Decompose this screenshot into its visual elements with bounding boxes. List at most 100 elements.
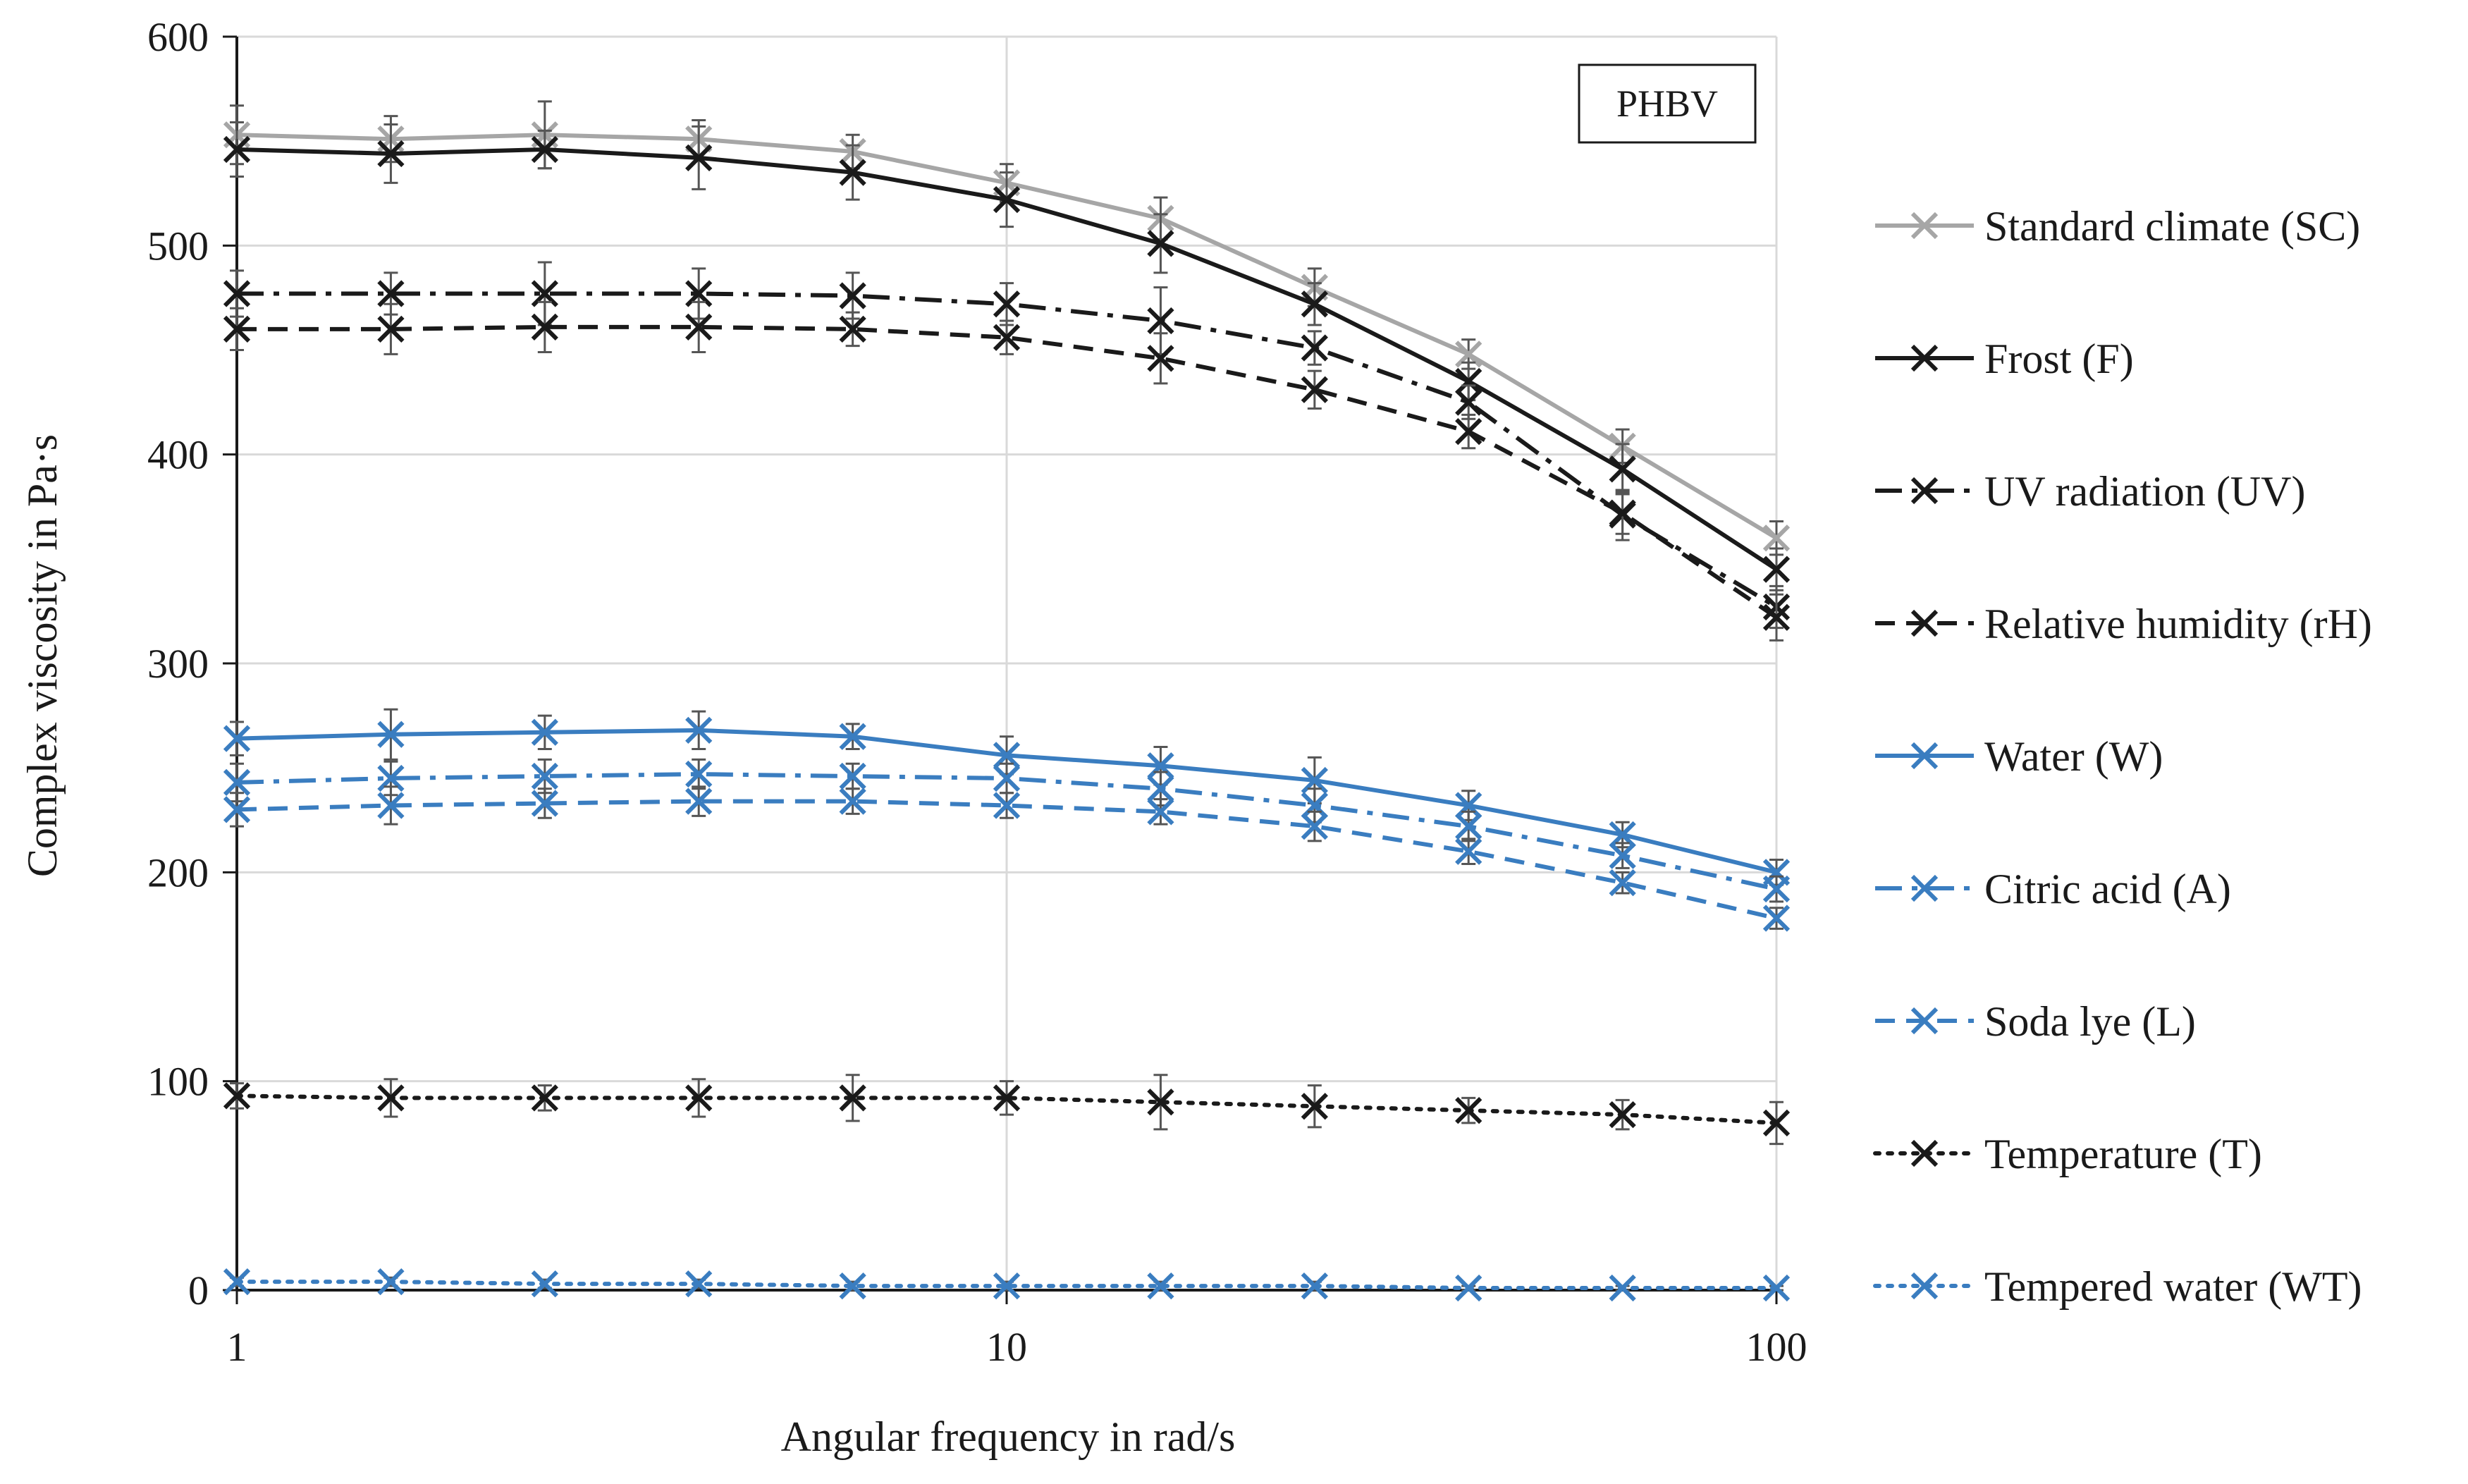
data-point (223, 796, 251, 823)
data-point (839, 787, 866, 815)
chart-annotation-box (1578, 63, 1757, 144)
legend-item: UV radiation (UV) (1875, 468, 2305, 515)
data-point (1455, 838, 1482, 865)
data-point (1147, 752, 1174, 780)
data-point (377, 315, 405, 343)
legend-swatch-marker (1910, 344, 1939, 372)
label-layer: Angular frequency in rad/s Complex visco… (19, 63, 1757, 1460)
data-point (1762, 1274, 1791, 1302)
data-point (1147, 1272, 1174, 1300)
data-point (223, 1268, 251, 1296)
data-point (1301, 376, 1328, 403)
series-line (237, 324, 1778, 620)
series-layer (223, 100, 1791, 1302)
legend-label: Temperature (T) (1984, 1131, 2262, 1177)
legend-label: Standard climate (SC) (1984, 203, 2360, 250)
data-point (993, 764, 1021, 792)
data-point (1455, 1097, 1482, 1124)
legend-label: Water (W) (1984, 733, 2163, 780)
series-8 (223, 1074, 1791, 1146)
data-point (1609, 821, 1636, 849)
series-9 (223, 1268, 1791, 1302)
legend-swatch-marker (1910, 742, 1939, 770)
legend-label: Relative humidity (rH) (1984, 601, 2372, 647)
data-point (1762, 1109, 1791, 1137)
data-point (531, 280, 558, 307)
data-point (377, 280, 405, 307)
data-point (1301, 1272, 1328, 1300)
data-point (1609, 842, 1636, 869)
data-point (839, 1084, 866, 1112)
data-point (531, 790, 558, 817)
x-axis-label: Angular frequency in rad/s (781, 1414, 1236, 1460)
data-point (1609, 455, 1636, 483)
data-point (377, 1268, 405, 1296)
legend-item: Standard climate (SC) (1875, 203, 2360, 250)
data-point (223, 135, 251, 164)
data-point (685, 760, 713, 788)
data-point (993, 1084, 1021, 1112)
legend-swatch-marker (1910, 1272, 1939, 1300)
legend-label: Frost (F) (1984, 336, 2134, 382)
legend-swatch-marker (1910, 1007, 1939, 1035)
legend-label: Tempered water (WT) (1984, 1263, 2362, 1310)
data-point (1301, 766, 1328, 795)
data-point (685, 1270, 713, 1298)
data-point (223, 768, 251, 797)
legend-item: Relative humidity (rH) (1875, 601, 2372, 647)
data-point (223, 725, 251, 752)
legend: Standard climate (SC) Frost (F) UV radiati… (1873, 203, 2372, 1310)
data-point (1455, 388, 1482, 416)
legend-swatch-marker (1910, 874, 1939, 902)
y-tick-label: 300 (147, 641, 209, 687)
data-point (1762, 904, 1791, 932)
legend-item: Soda lye (L) (1875, 998, 2196, 1045)
data-point (1762, 556, 1791, 583)
legend-item: Tempered water (WT) (1873, 1263, 2362, 1310)
data-point (1609, 1100, 1636, 1129)
y-tick-label: 400 (147, 432, 209, 478)
data-point (1609, 869, 1636, 897)
series-line (236, 799, 1777, 921)
data-point (1762, 875, 1791, 903)
data-point (839, 723, 866, 750)
data-point (1455, 341, 1482, 368)
y-tick-label: 100 (147, 1059, 209, 1105)
legend-item: Frost (F) (1875, 336, 2134, 382)
data-point (1147, 345, 1174, 372)
data-point (531, 135, 558, 164)
data-point (685, 280, 713, 307)
y-axis-label: Complex viscosity in Pa·s (19, 434, 66, 877)
axis-layer: 0 100 200 300 400 500 600 1 10 100 (147, 14, 1807, 1370)
data-point (1147, 1089, 1174, 1116)
data-point (1762, 603, 1791, 631)
data-point (1609, 499, 1636, 527)
data-point (1455, 813, 1482, 840)
data-point (1455, 1274, 1482, 1302)
data-point (1301, 792, 1328, 819)
data-point (1455, 367, 1482, 395)
data-point (531, 718, 558, 746)
data-point (531, 313, 558, 341)
data-point (223, 280, 251, 307)
data-point (1301, 334, 1328, 362)
series-4 (223, 300, 1791, 642)
data-point (377, 140, 405, 168)
series-2 (223, 121, 1791, 591)
data-point (377, 720, 405, 748)
series-line (235, 1093, 1779, 1125)
series-line (235, 1280, 1779, 1291)
data-point (531, 762, 558, 790)
data-point (377, 792, 405, 819)
y-tick-label: 500 (147, 223, 209, 269)
data-point (531, 1270, 558, 1298)
data-point (1147, 230, 1174, 257)
chart-annotation: PHBV (1616, 82, 1718, 125)
data-point (993, 1272, 1021, 1300)
legend-swatch-marker (1910, 1139, 1939, 1167)
data-point (685, 787, 713, 815)
series-5 (223, 708, 1791, 886)
data-point (1147, 307, 1174, 335)
legend-swatch-marker (1910, 211, 1939, 240)
